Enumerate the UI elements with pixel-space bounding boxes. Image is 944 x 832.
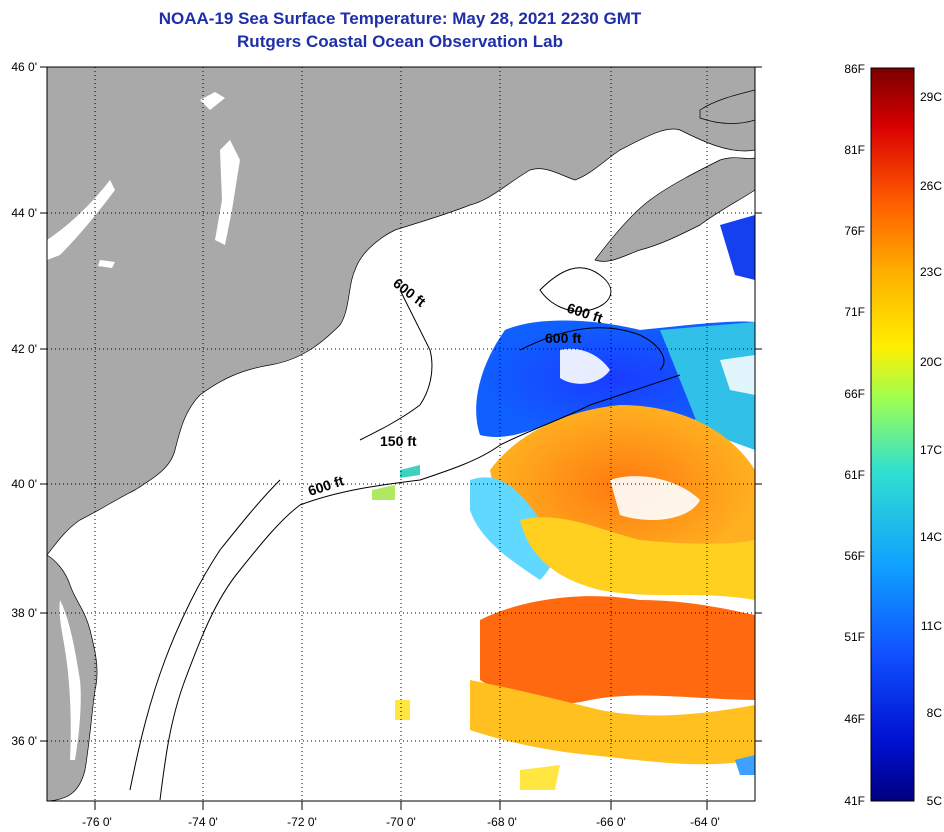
lon-label: -68 0' — [487, 815, 517, 829]
lat-label: 40 0' — [11, 477, 37, 491]
map-title: NOAA-19 Sea Surface Temperature: May 28,… — [158, 9, 642, 28]
colorbar-f-label: 86F — [844, 62, 865, 76]
sst-data-layer — [372, 215, 755, 790]
colorbar-f-label: 71F — [844, 305, 865, 319]
colorbar-f-label: 81F — [844, 143, 865, 157]
lat-label: 42 0' — [11, 342, 37, 356]
colorbar-c-label: 5C — [927, 794, 943, 808]
colorbar-f-label: 51F — [844, 630, 865, 644]
colorbar-f-label: 66F — [844, 387, 865, 401]
inland-water-layer — [47, 92, 240, 760]
colorbar-f-label: 46F — [844, 712, 865, 726]
colorbar-c-label: 11C — [921, 619, 942, 633]
colorbar-f-labels: 86F 81F 76F 71F 66F 61F 56F 51F 46F 41F — [844, 62, 865, 808]
lon-label: -66 0' — [596, 815, 626, 829]
lat-label: 46 0' — [11, 60, 37, 74]
colorbar-f-label: 76F — [844, 224, 865, 238]
colorbar-c-label: 14C — [920, 530, 942, 544]
contour-label: 150 ft — [380, 433, 417, 449]
lon-label: -72 0' — [287, 815, 317, 829]
lon-label: -74 0' — [188, 815, 218, 829]
lon-label: -64 0' — [690, 815, 720, 829]
colorbar-c-label: 20C — [920, 355, 942, 369]
contour-label: 600 ft — [545, 330, 582, 346]
lat-label: 44 0' — [11, 206, 37, 220]
colorbar-gradient — [870, 67, 915, 802]
colorbar-f-label: 61F — [844, 468, 865, 482]
latitude-labels: 46 0' 44 0' 42 0' 40 0' 38 0' 36 0' — [11, 60, 37, 748]
colorbar-c-label: 26C — [920, 179, 942, 193]
colorbar-c-label: 29C — [920, 90, 942, 104]
colorbar-c-label: 17C — [920, 443, 942, 457]
colorbar: 86F 81F 76F 71F 66F 61F 56F 51F 46F 41F … — [844, 62, 942, 808]
axis-ticks — [40, 66, 762, 810]
map-subtitle: Rutgers Coastal Ocean Observation Lab — [237, 32, 563, 51]
colorbar-c-label: 23C — [920, 265, 942, 279]
colorbar-f-label: 56F — [844, 549, 865, 563]
lat-label: 36 0' — [11, 734, 37, 748]
lat-label: 38 0' — [11, 606, 37, 620]
colorbar-c-label: 8C — [927, 706, 943, 720]
longitude-labels: -76 0' -74 0' -72 0' -70 0' -68 0' -66 0… — [82, 815, 720, 829]
bathymetry-contours — [129, 267, 681, 801]
lon-label: -70 0' — [386, 815, 416, 829]
colorbar-c-labels: 29C 26C 23C 20C 17C 14C 11C 8C 5C — [920, 90, 942, 808]
colorbar-f-label: 41F — [844, 794, 865, 808]
lon-label: -76 0' — [82, 815, 112, 829]
